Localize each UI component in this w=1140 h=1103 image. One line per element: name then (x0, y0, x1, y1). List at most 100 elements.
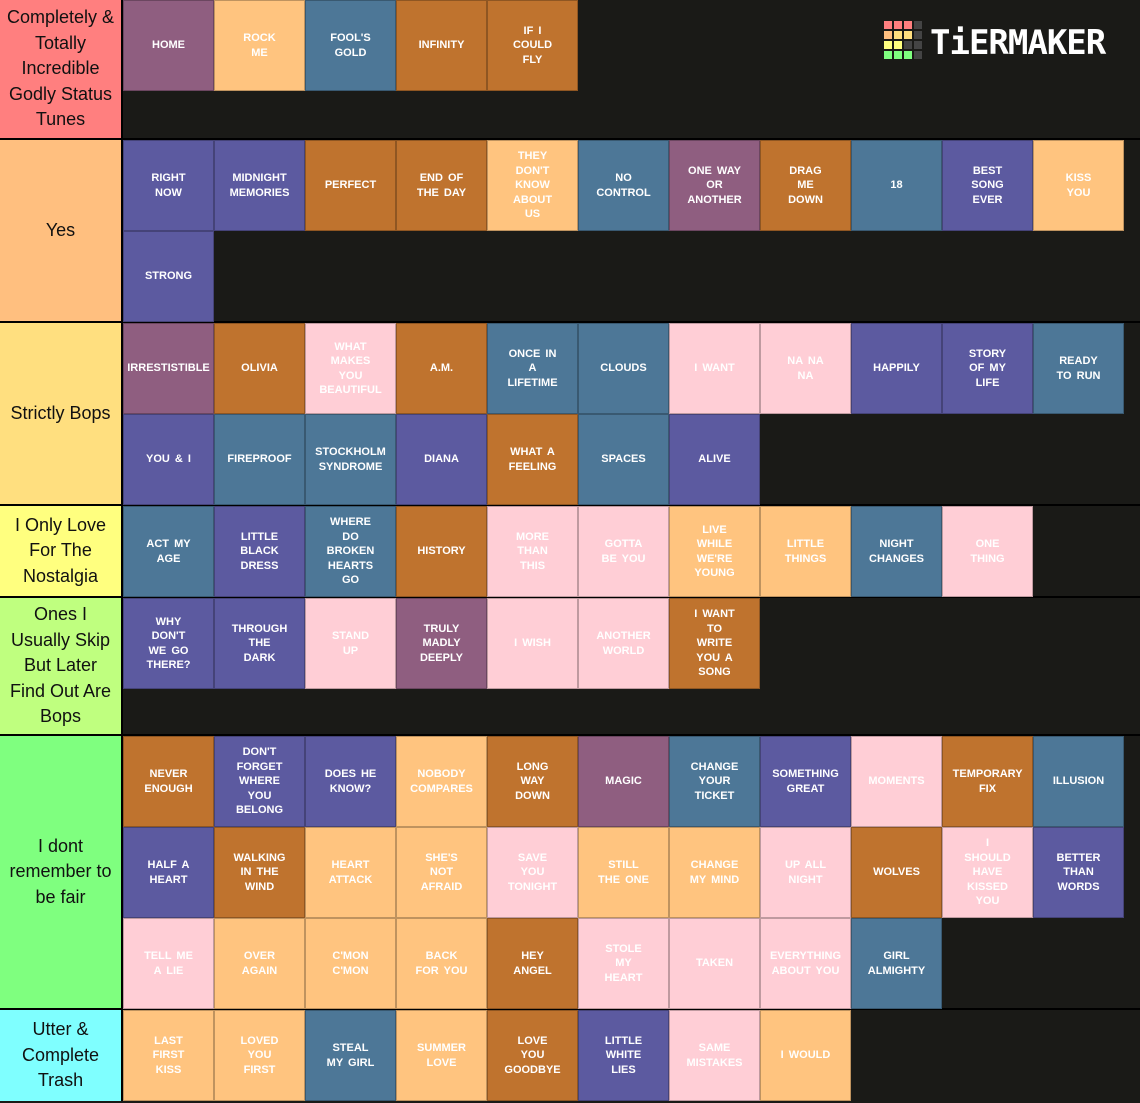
song-tile[interactable]: LITTLE BLACK DRESS (214, 506, 305, 597)
song-tile[interactable]: MORE THAN THIS (487, 506, 578, 597)
song-tile[interactable]: STILL THE ONE (578, 827, 669, 918)
song-tile[interactable]: CHANGE MY MIND (669, 827, 760, 918)
song-tile[interactable]: PERFECT (305, 140, 396, 231)
tier-label: I Only Love For The Nostalgia (0, 506, 123, 596)
song-tile[interactable]: A.M. (396, 323, 487, 414)
song-tile[interactable]: STEAL MY GIRL (305, 1010, 396, 1101)
song-tile[interactable]: BACK FOR YOU (396, 918, 487, 1009)
song-tile[interactable]: DOES HE KNOW? (305, 736, 396, 827)
song-tile[interactable]: NOBODY COMPARES (396, 736, 487, 827)
song-tile[interactable]: WHAT MAKES YOU BEAUTIFUL (305, 323, 396, 414)
song-tile[interactable]: ALIVE (669, 414, 760, 505)
song-tile[interactable]: MAGIC (578, 736, 669, 827)
song-tile[interactable]: TRULY MADLY DEEPLY (396, 598, 487, 689)
song-tile[interactable]: LIVE WHILE WE'RE YOUNG (669, 506, 760, 597)
song-tile[interactable]: DON'T FORGET WHERE YOU BELONG (214, 736, 305, 827)
song-tile[interactable]: NO CONTROL (578, 140, 669, 231)
song-tile[interactable]: LONG WAY DOWN (487, 736, 578, 827)
song-tile[interactable]: ANOTHER WORLD (578, 598, 669, 689)
song-tile[interactable]: C'MON C'MON (305, 918, 396, 1009)
song-tile[interactable]: I WOULD (760, 1010, 851, 1101)
song-tile[interactable]: WOLVES (851, 827, 942, 918)
song-tile[interactable]: RIGHT NOW (123, 140, 214, 231)
song-tile[interactable]: I WANT (669, 323, 760, 414)
song-tile[interactable]: MOMENTS (851, 736, 942, 827)
song-tile[interactable]: ROCK ME (214, 0, 305, 91)
song-tile[interactable]: GIRL ALMIGHTY (851, 918, 942, 1009)
song-tile[interactable]: YOU & I (123, 414, 214, 505)
tier-row: Completely & Totally Incredible Godly St… (0, 0, 1140, 138)
song-tile[interactable]: TEMPORARY FIX (942, 736, 1033, 827)
tier-row: Yes RIGHT NOW MIDNIGHT MEMORIES PERFECT END … (0, 138, 1140, 322)
song-tile[interactable]: SPACES (578, 414, 669, 505)
song-tile[interactable]: CLOUDS (578, 323, 669, 414)
tier-row: Ones I Usually Skip But Later Find Out A… (0, 596, 1140, 734)
song-tile[interactable]: WHY DON'T WE GO THERE? (123, 598, 214, 689)
song-tile[interactable]: STAND UP (305, 598, 396, 689)
song-tile[interactable]: HISTORY (396, 506, 487, 597)
song-tile[interactable]: IF I COULD FLY (487, 0, 578, 91)
song-tile[interactable]: DIANA (396, 414, 487, 505)
song-tile[interactable]: WALKING IN THE WIND (214, 827, 305, 918)
song-tile[interactable]: OVER AGAIN (214, 918, 305, 1009)
song-tile[interactable]: UP ALL NIGHT (760, 827, 851, 918)
song-tile[interactable]: LAST FIRST KISS (123, 1010, 214, 1101)
song-tile[interactable]: FOOL'S GOLD (305, 0, 396, 91)
song-tile[interactable]: LOVE YOU GOODBYE (487, 1010, 578, 1101)
song-tile[interactable]: STOCKHOLM SYNDROME (305, 414, 396, 505)
song-tile[interactable]: STRONG (123, 231, 214, 322)
song-tile[interactable]: WHAT A FEELING (487, 414, 578, 505)
song-tile[interactable]: FIREPROOF (214, 414, 305, 505)
song-tile[interactable]: GOTTA BE YOU (578, 506, 669, 597)
song-tile[interactable]: SUMMER LOVE (396, 1010, 487, 1101)
song-tile[interactable]: SAVE YOU TONIGHT (487, 827, 578, 918)
song-tile[interactable]: ONCE IN A LIFETIME (487, 323, 578, 414)
tier-row: Utter & Complete Trash LAST FIRST KISS LOV… (0, 1008, 1140, 1101)
song-tile[interactable]: I SHOULD HAVE KISSED YOU (942, 827, 1033, 918)
song-tile[interactable]: EVERYTHING ABOUT YOU (760, 918, 851, 1009)
song-tile[interactable]: IRRESTISTIBLE (123, 323, 214, 414)
song-tile[interactable]: HAPPILY (851, 323, 942, 414)
song-tile[interactable]: I WISH (487, 598, 578, 689)
song-tile[interactable]: HEY ANGEL (487, 918, 578, 1009)
song-tile[interactable]: HEART ATTACK (305, 827, 396, 918)
song-tile[interactable]: TELL ME A LIE (123, 918, 214, 1009)
song-tile[interactable]: LOVED YOU FIRST (214, 1010, 305, 1101)
song-tile[interactable]: I WANT TO WRITE YOU A SONG (669, 598, 760, 689)
song-tile[interactable]: ILLUSION (1033, 736, 1124, 827)
song-tile[interactable]: HALF A HEART (123, 827, 214, 918)
song-tile[interactable]: HOME (123, 0, 214, 91)
song-tile[interactable]: STORY OF MY LIFE (942, 323, 1033, 414)
song-tile[interactable]: BETTER THAN WORDS (1033, 827, 1124, 918)
song-tile[interactable]: STOLE MY HEART (578, 918, 669, 1009)
song-tile[interactable]: WHERE DO BROKEN HEARTS GO (305, 506, 396, 597)
song-tile[interactable]: 18 (851, 140, 942, 231)
song-tile[interactable]: KISS YOU (1033, 140, 1124, 231)
song-tile[interactable]: LITTLE WHITE LIES (578, 1010, 669, 1101)
song-tile[interactable]: MIDNIGHT MEMORIES (214, 140, 305, 231)
song-tile[interactable]: SOMETHING GREAT (760, 736, 851, 827)
song-tile[interactable]: READY TO RUN (1033, 323, 1124, 414)
song-tile[interactable]: ONE WAY OR ANOTHER (669, 140, 760, 231)
song-tile[interactable]: OLIVIA (214, 323, 305, 414)
song-tile[interactable]: END OF THE DAY (396, 140, 487, 231)
song-tile[interactable]: ACT MY AGE (123, 506, 214, 597)
tier-row: Strictly Bops IRRESTISTIBLE OLIVIA WHAT MAK… (0, 321, 1140, 505)
song-tile[interactable]: NA NA NA (760, 323, 851, 414)
song-tile[interactable]: THROUGH THE DARK (214, 598, 305, 689)
song-tile[interactable]: NEVER ENOUGH (123, 736, 214, 827)
tier-label: Ones I Usually Skip But Later Find Out A… (0, 598, 123, 734)
song-tile[interactable]: TAKEN (669, 918, 760, 1009)
song-tile[interactable]: BEST SONG EVER (942, 140, 1033, 231)
song-tile[interactable]: INFINITY (396, 0, 487, 91)
song-tile[interactable]: THEY DON'T KNOW ABOUT US (487, 140, 578, 231)
song-tile[interactable]: LITTLE THINGS (760, 506, 851, 597)
song-tile[interactable]: CHANGE YOUR TICKET (669, 736, 760, 827)
song-tile[interactable]: SAME MISTAKES (669, 1010, 760, 1101)
song-tile[interactable]: NIGHT CHANGES (851, 506, 942, 597)
tier-row: I Only Love For The Nostalgia ACT MY AGE L… (0, 504, 1140, 597)
song-tile[interactable]: DRAG ME DOWN (760, 140, 851, 231)
song-tile[interactable]: SHE'S NOT AFRAID (396, 827, 487, 918)
song-tile[interactable]: ONE THING (942, 506, 1033, 597)
tier-row: I dont remember to be fair NEVER ENOUGH DO… (0, 734, 1140, 1009)
